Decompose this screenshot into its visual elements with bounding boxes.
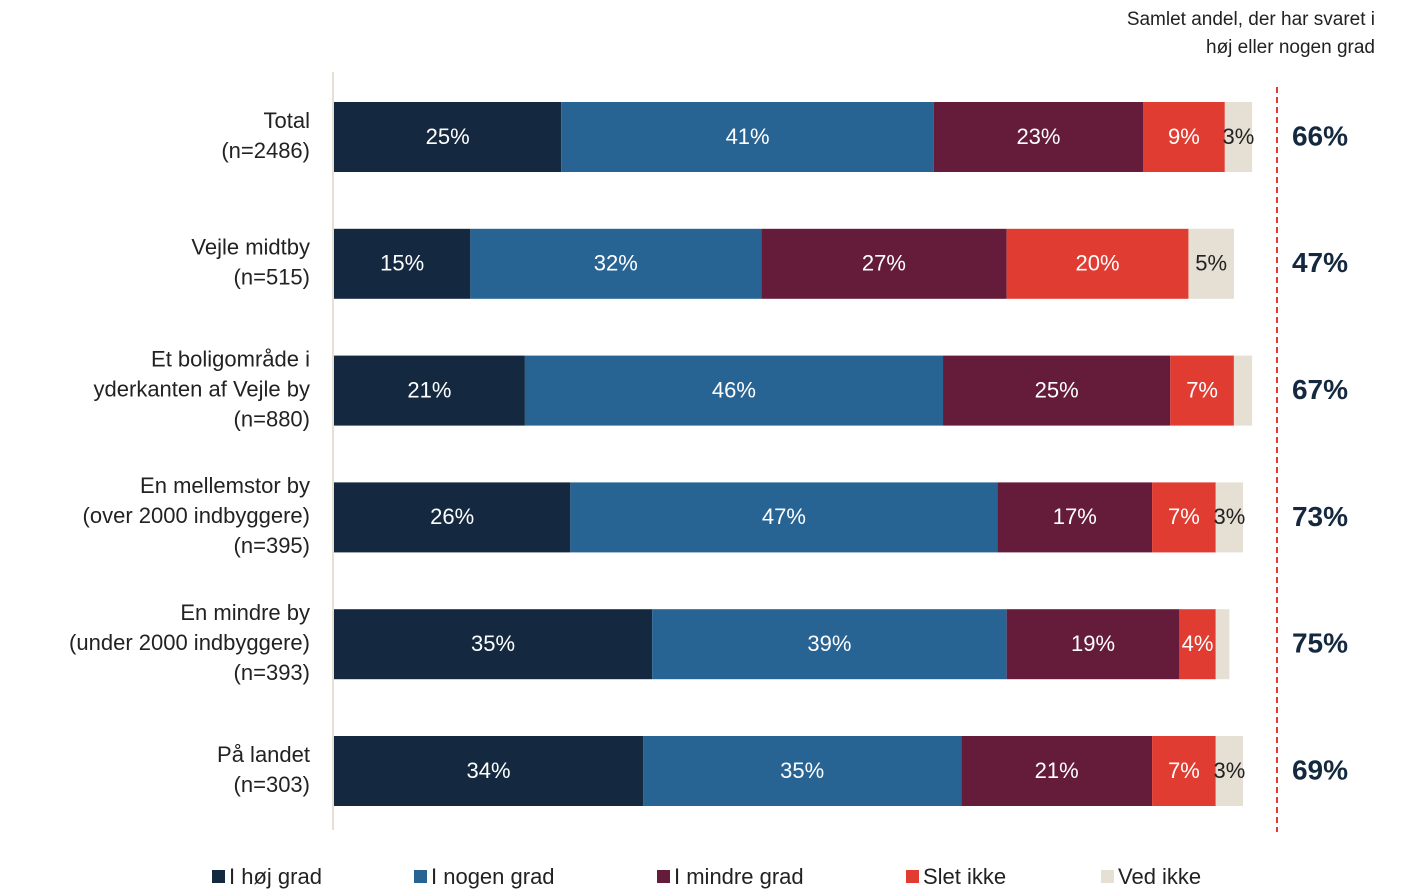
total-label: 69% <box>1292 754 1348 785</box>
data-label: 39% <box>807 631 851 656</box>
bar-segment <box>561 102 934 172</box>
data-label: 7% <box>1168 758 1200 783</box>
bar-segment <box>1179 609 1216 680</box>
category-label: (n=515) <box>234 265 310 290</box>
data-label: 3% <box>1213 758 1245 783</box>
bar-segment <box>334 482 571 553</box>
data-label: 47% <box>762 504 806 529</box>
bar-segment <box>1233 355 1253 426</box>
data-label: 32% <box>594 251 638 276</box>
legend-swatch <box>906 870 919 883</box>
legend-label: I nogen grad <box>431 864 555 889</box>
data-label: 7% <box>1186 377 1218 402</box>
data-label: 26% <box>430 504 474 529</box>
data-label: 25% <box>426 124 470 149</box>
totals-header: høj eller nogen grad <box>1206 37 1375 58</box>
category-label: Vejle midtby <box>191 235 310 260</box>
bar-segment <box>1152 736 1216 806</box>
legend-label: Ved ikke <box>1118 864 1201 889</box>
bar-segment <box>334 102 562 172</box>
bar-segment <box>1215 736 1243 806</box>
bar-segment <box>334 355 525 426</box>
category-label: (n=303) <box>234 772 310 797</box>
category-label: (n=2486) <box>221 138 310 163</box>
bar-segment <box>1170 355 1234 426</box>
bar-segment <box>1152 482 1216 553</box>
bar-segment <box>1215 609 1230 680</box>
data-label: 27% <box>862 251 906 276</box>
data-label: 35% <box>780 758 824 783</box>
legend-swatch <box>657 870 670 883</box>
bar-segment <box>334 736 644 806</box>
data-label: 4% <box>1182 631 1214 656</box>
category-label: yderkanten af Vejle by <box>94 376 310 401</box>
bar-segment <box>334 228 471 299</box>
category-label: (n=393) <box>234 660 310 685</box>
legend-label: I høj grad <box>229 864 322 889</box>
bar-segment <box>943 355 1171 426</box>
category-label: Et boligområde i <box>151 346 310 371</box>
data-label: 25% <box>1035 377 1079 402</box>
data-label: 21% <box>407 377 451 402</box>
data-label: 17% <box>1053 504 1097 529</box>
legend-label: Slet ikke <box>923 864 1006 889</box>
data-label: 15% <box>380 251 424 276</box>
total-label: 47% <box>1292 247 1348 278</box>
data-label: 41% <box>726 124 770 149</box>
data-label: 9% <box>1168 124 1200 149</box>
legend-swatch <box>1101 870 1114 883</box>
legend-swatch <box>414 870 427 883</box>
bar-segment <box>652 609 1007 680</box>
category-label: Total <box>264 108 310 133</box>
total-label: 66% <box>1292 120 1348 151</box>
category-label: En mellemstor by <box>140 473 310 498</box>
data-label: 5% <box>1195 251 1227 276</box>
data-label: 19% <box>1071 631 1115 656</box>
data-label: 3% <box>1223 124 1255 149</box>
bar-segment <box>1224 102 1253 172</box>
bar-segment <box>524 355 944 426</box>
bar-segment <box>334 609 653 680</box>
bar-segment <box>1143 102 1225 172</box>
total-label: 73% <box>1292 501 1348 532</box>
bar-segment <box>761 228 1007 299</box>
data-label: 3% <box>1213 504 1245 529</box>
bar-segment <box>470 228 762 299</box>
data-label: 46% <box>712 377 756 402</box>
totals-header: Samlet andel, der har svaret i <box>1127 9 1375 30</box>
category-label: (n=880) <box>234 406 310 431</box>
category-label: (n=395) <box>234 533 310 558</box>
bar-segment <box>1215 482 1243 553</box>
category-label: (over 2000 indbyggere) <box>83 503 310 528</box>
data-label: 34% <box>467 758 511 783</box>
bar-segment <box>961 736 1153 806</box>
bar-segment <box>997 482 1153 553</box>
data-label: 21% <box>1035 758 1079 783</box>
bar-segment <box>1006 609 1180 680</box>
legend-swatch <box>212 870 225 883</box>
bar-segment <box>643 736 962 806</box>
data-label: 7% <box>1168 504 1200 529</box>
total-label: 67% <box>1292 374 1348 405</box>
category-label: En mindre by <box>180 600 310 625</box>
bar-segment <box>570 482 998 553</box>
data-label: 35% <box>471 631 515 656</box>
bar-segment <box>933 102 1144 172</box>
data-label: 23% <box>1016 124 1060 149</box>
category-label: (under 2000 indbyggere) <box>69 630 310 655</box>
data-label: 20% <box>1076 251 1120 276</box>
legend-label: I mindre grad <box>674 864 804 889</box>
category-label: På landet <box>217 742 310 767</box>
total-label: 75% <box>1292 628 1348 659</box>
bar-segment <box>1188 228 1234 299</box>
bar-segment <box>1006 228 1189 299</box>
